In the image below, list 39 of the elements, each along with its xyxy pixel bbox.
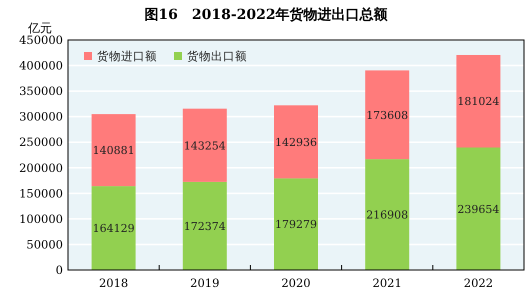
y-tick-label: 50000 (26, 237, 63, 252)
y-tick-label: 350000 (19, 84, 63, 98)
data-label: 142936 (275, 136, 317, 149)
data-label: 173608 (366, 108, 408, 122)
bar (274, 105, 318, 178)
y-axis-title: 亿元 (27, 21, 52, 35)
x-tick-label: 2020 (281, 276, 311, 290)
bar (92, 186, 136, 270)
y-tick-label: 300000 (19, 110, 63, 124)
legend-label: 货物出口额 (187, 49, 247, 63)
data-label: 181024 (457, 95, 500, 108)
x-tick-label: 2022 (464, 276, 494, 290)
y-tick-label: 0 (56, 263, 63, 277)
data-label: 239654 (457, 202, 500, 216)
bar (274, 178, 318, 270)
x-tick-label: 2019 (190, 276, 220, 290)
y-tick-label: 100000 (19, 212, 63, 226)
x-tick-label: 2018 (98, 276, 128, 290)
bar (456, 148, 500, 270)
bar (456, 54, 500, 148)
data-label: 216908 (366, 208, 408, 222)
data-label: 143254 (184, 139, 226, 152)
bar (365, 70, 410, 160)
y-tick-label: 200000 (19, 160, 63, 175)
chart-title: 图16 2018-2022年货物进出口总额 (144, 6, 389, 23)
data-label: 179279 (275, 218, 317, 232)
bar (182, 108, 227, 182)
bar (92, 114, 136, 186)
y-tick-label: 250000 (19, 135, 63, 150)
x-tick-label: 2021 (372, 276, 402, 290)
y-tick-label: 150000 (19, 186, 63, 200)
bar (182, 182, 227, 270)
data-label: 140881 (92, 144, 135, 158)
y-tick-label: 400000 (19, 58, 63, 73)
bar (365, 159, 410, 270)
data-label: 164129 (92, 222, 135, 236)
y-tick-label: 450000 (19, 33, 63, 47)
data-label: 172374 (184, 220, 226, 233)
legend-label: 货物进口额 (97, 49, 157, 63)
